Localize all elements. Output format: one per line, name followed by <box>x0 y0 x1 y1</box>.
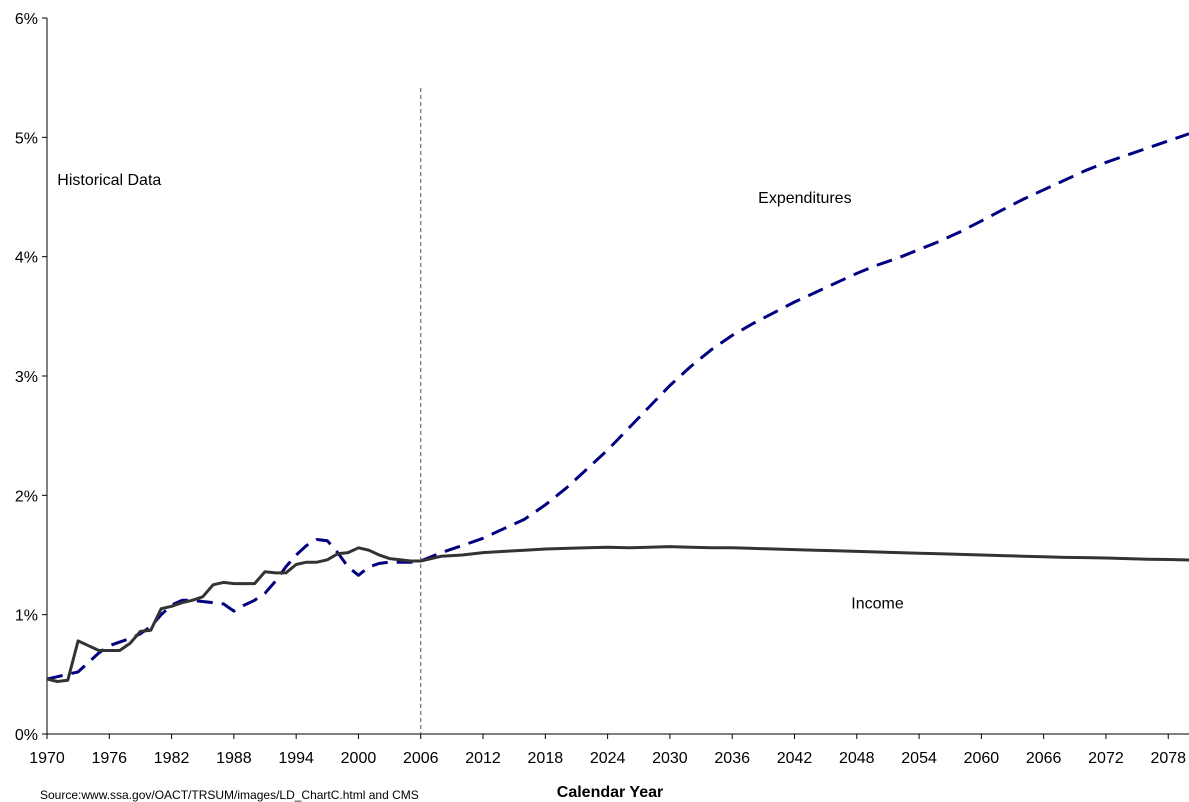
x-tick-label: 2036 <box>714 750 750 767</box>
annotations: Historical Data Expenditures Income <box>57 172 904 613</box>
y-tick-label: 0% <box>15 727 38 744</box>
source-note: Source:www.ssa.gov/OACT/TRSUM/images/LD_… <box>40 788 419 802</box>
series-group <box>47 134 1189 682</box>
y-tick-label: 6% <box>15 11 38 28</box>
x-tick-label: 2018 <box>528 750 564 767</box>
x-tick-label: 2012 <box>465 750 501 767</box>
series-line-expenditures <box>47 134 1189 679</box>
annotation-income: Income <box>851 596 904 613</box>
x-tick-label: 2006 <box>403 750 439 767</box>
y-tick-label: 3% <box>15 369 38 386</box>
y-tick-label: 1% <box>15 608 38 625</box>
x-tick-label: 2066 <box>1026 750 1062 767</box>
x-axis-title: Calendar Year <box>557 784 663 801</box>
x-tick-label: 1994 <box>278 750 314 767</box>
x-tick-label: 2042 <box>777 750 813 767</box>
annotation-historical-data: Historical Data <box>57 172 161 189</box>
x-tick-label: 2054 <box>901 750 937 767</box>
y-tick-label: 4% <box>15 250 38 267</box>
x-tick-label: 1982 <box>154 750 190 767</box>
x-tick-label: 1976 <box>91 750 127 767</box>
x-tick-label: 2078 <box>1150 750 1186 767</box>
x-tick-label: 2072 <box>1088 750 1124 767</box>
y-tick-label: 5% <box>15 130 38 147</box>
x-tick-label: 2060 <box>964 750 1000 767</box>
x-tick-label: 1970 <box>29 750 65 767</box>
y-axis-ticks: 0% 1% 2% 3% 4% 5% 6% <box>15 11 47 744</box>
x-tick-label: 2030 <box>652 750 688 767</box>
x-tick-label: 2024 <box>590 750 626 767</box>
x-tick-label: 2048 <box>839 750 875 767</box>
x-axis-ticks: 1970 1976 1982 1988 1994 2000 2006 2012 2018 2024… <box>29 734 1186 767</box>
x-tick-label: 2000 <box>341 750 377 767</box>
plot-area: 0% 1% 2% 3% 4% 5% 6% 1970 1976 1982 1988 1994 2000 2… <box>15 11 1189 767</box>
annotation-expenditures: Expenditures <box>758 190 851 207</box>
y-tick-label: 2% <box>15 488 38 505</box>
x-tick-label: 1988 <box>216 750 252 767</box>
series-line-income <box>47 547 1189 682</box>
